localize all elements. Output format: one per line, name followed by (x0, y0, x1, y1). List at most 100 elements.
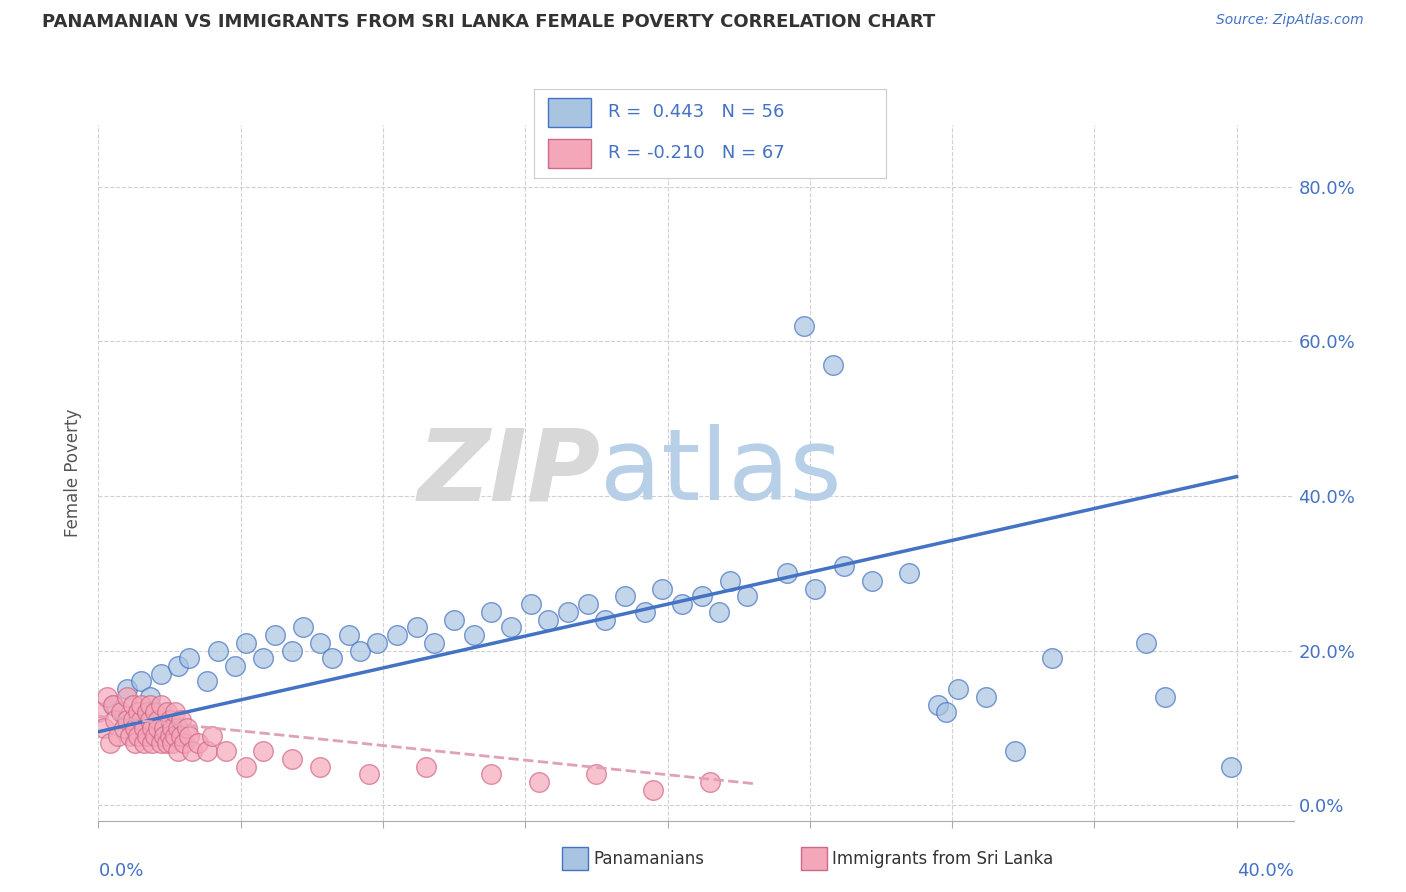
Point (110, 706, 132, 720)
Point (366, 636, 388, 650)
Point (173, 736, 195, 750)
Point (292, 620, 315, 634)
Point (121, 698, 143, 712)
Point (167, 721, 190, 735)
Text: 40.0%: 40.0% (1237, 863, 1294, 880)
Point (148, 721, 170, 735)
Point (170, 713, 193, 727)
Point (162, 736, 184, 750)
Point (281, 752, 304, 766)
Point (93, 721, 115, 735)
Point (699, 775, 721, 789)
Point (821, 358, 844, 372)
Point (793, 318, 815, 333)
Point (159, 713, 181, 727)
Point (118, 729, 141, 743)
Text: R = -0.210   N = 67: R = -0.210 N = 67 (609, 145, 785, 162)
Bar (548, 98, 591, 127)
Point (167, 659, 190, 673)
Point (129, 698, 152, 712)
Point (156, 736, 179, 750)
Point (537, 613, 560, 627)
Point (143, 706, 166, 720)
Point (309, 636, 332, 650)
Point (613, 590, 636, 604)
Point (115, 713, 138, 727)
Point (935, 706, 957, 720)
Point (138, 690, 160, 704)
Text: atlas: atlas (600, 425, 842, 521)
Point (179, 729, 201, 743)
Point (479, 767, 502, 781)
Point (127, 729, 149, 743)
Text: Source: ZipAtlas.com: Source: ZipAtlas.com (1216, 13, 1364, 28)
Point (98, 736, 121, 750)
Point (651, 582, 673, 596)
Point (804, 582, 827, 596)
Point (159, 729, 181, 743)
Point (309, 759, 332, 773)
Point (927, 698, 949, 712)
Point (135, 729, 157, 743)
Point (115, 690, 138, 704)
Bar (548, 139, 591, 168)
Point (499, 620, 522, 634)
Point (832, 558, 855, 573)
Point (946, 682, 969, 697)
Y-axis label: Female Poverty: Female Poverty (65, 409, 83, 537)
Text: Panamanians: Panamanians (593, 850, 704, 868)
Point (176, 721, 198, 735)
Point (138, 698, 160, 712)
Point (707, 605, 730, 619)
Point (121, 713, 143, 727)
Point (148, 713, 170, 727)
Point (443, 613, 465, 627)
Point (195, 744, 218, 758)
Point (179, 651, 201, 665)
Text: Immigrants from Sri Lanka: Immigrants from Sri Lanka (832, 850, 1053, 868)
Point (860, 574, 883, 588)
Point (252, 744, 274, 758)
Point (201, 729, 224, 743)
Point (776, 566, 799, 581)
Point (132, 736, 155, 750)
Point (671, 597, 693, 611)
Point (252, 651, 274, 665)
Point (195, 674, 218, 689)
Point (974, 690, 997, 704)
Point (357, 767, 380, 781)
Point (150, 666, 173, 681)
Point (215, 744, 238, 758)
Point (690, 590, 713, 604)
Point (141, 736, 163, 750)
Point (112, 721, 135, 735)
Text: 0.0%: 0.0% (98, 863, 143, 880)
Point (162, 721, 184, 735)
Text: ZIP: ZIP (418, 425, 600, 521)
Point (235, 636, 257, 650)
Point (576, 597, 599, 611)
Point (463, 628, 485, 642)
Point (263, 628, 285, 642)
Point (115, 682, 138, 697)
Point (406, 620, 429, 634)
Point (143, 729, 166, 743)
Point (129, 713, 152, 727)
Point (124, 721, 146, 735)
Text: PANAMANIAN VS IMMIGRANTS FROM SRI LANKA FEMALE POVERTY CORRELATION CHART: PANAMANIAN VS IMMIGRANTS FROM SRI LANKA … (42, 13, 935, 31)
Point (87, 706, 110, 720)
Point (585, 767, 607, 781)
Point (165, 706, 187, 720)
Point (529, 775, 551, 789)
Point (1004, 744, 1026, 758)
Point (207, 643, 229, 657)
Point (141, 721, 163, 735)
Point (385, 628, 409, 642)
Point (718, 574, 741, 588)
Point (135, 706, 157, 720)
Point (170, 729, 193, 743)
Point (557, 605, 579, 619)
Point (150, 736, 173, 750)
Point (129, 674, 152, 689)
Point (187, 736, 209, 750)
